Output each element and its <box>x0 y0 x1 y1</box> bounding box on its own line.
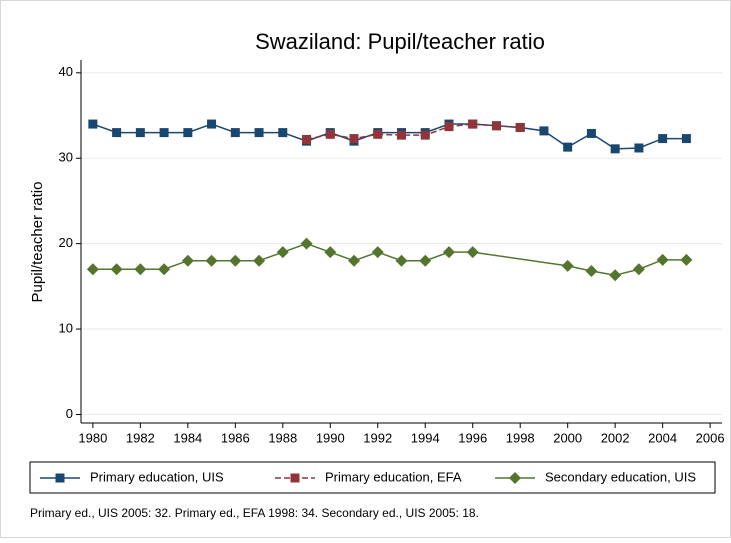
legend-marker <box>55 473 65 483</box>
chart-title: Swaziland: Pupil/teacher ratio <box>255 29 545 54</box>
marker <box>442 246 455 259</box>
y-tick-label: 40 <box>59 64 73 79</box>
marker <box>444 122 454 132</box>
marker <box>158 263 171 276</box>
marker <box>373 129 383 139</box>
legend-marker <box>509 472 521 484</box>
marker <box>230 128 240 138</box>
legend-label: Primary education, UIS <box>90 469 224 484</box>
x-tick-label: 1982 <box>126 430 155 445</box>
x-tick-label: 1998 <box>506 430 535 445</box>
marker <box>253 254 266 267</box>
marker <box>159 128 169 138</box>
marker <box>349 134 359 144</box>
marker <box>278 128 288 138</box>
marker <box>681 134 691 144</box>
marker <box>205 254 218 267</box>
x-tick-label: 2002 <box>601 430 630 445</box>
x-tick-label: 1994 <box>411 430 440 445</box>
marker <box>658 134 668 144</box>
x-tick-label: 2006 <box>696 430 725 445</box>
marker <box>110 263 123 276</box>
x-tick-label: 1980 <box>78 430 107 445</box>
marker <box>134 263 147 276</box>
marker <box>325 129 335 139</box>
x-tick-label: 2000 <box>553 430 582 445</box>
y-tick-label: 30 <box>59 150 73 165</box>
marker <box>609 269 622 282</box>
marker <box>632 263 645 276</box>
marker <box>491 121 501 131</box>
marker <box>135 128 145 138</box>
x-tick-label: 2004 <box>648 430 677 445</box>
note: Primary ed., UIS 2005: 32. Primary ed., … <box>30 506 479 520</box>
marker <box>348 254 361 267</box>
marker <box>397 130 406 140</box>
y-tick-label: 20 <box>59 235 73 250</box>
marker <box>207 119 217 129</box>
legend-marker <box>290 473 300 483</box>
marker <box>585 264 598 277</box>
marker <box>656 253 669 266</box>
marker <box>181 254 194 267</box>
y-axis-label: Pupil/teacher ratio <box>29 182 46 303</box>
marker <box>88 119 98 129</box>
x-tick-label: 1984 <box>173 430 202 445</box>
marker <box>302 134 312 144</box>
marker <box>563 142 573 152</box>
marker <box>183 128 193 138</box>
x-tick-label: 1988 <box>268 430 297 445</box>
marker <box>420 130 430 140</box>
x-tick-label: 1996 <box>458 430 487 445</box>
marker <box>610 144 620 154</box>
marker <box>586 128 596 138</box>
marker <box>561 259 574 272</box>
legend-label: Secondary education, UIS <box>545 469 696 484</box>
legend-label: Primary education, EFA <box>325 469 462 484</box>
marker <box>229 254 242 267</box>
marker <box>300 237 313 250</box>
marker <box>324 246 337 259</box>
y-tick-label: 0 <box>66 406 73 421</box>
marker <box>419 254 432 267</box>
marker <box>86 263 99 276</box>
x-tick-label: 1990 <box>316 430 345 445</box>
marker <box>254 128 264 138</box>
marker <box>539 126 549 136</box>
series-line <box>306 123 521 141</box>
marker <box>371 246 384 259</box>
x-tick-label: 1992 <box>363 430 392 445</box>
marker <box>112 128 122 138</box>
marker <box>276 246 289 259</box>
legend-box <box>29 461 716 494</box>
x-tick-label: 1986 <box>221 430 250 445</box>
y-tick-label: 10 <box>59 320 73 335</box>
marker <box>634 143 644 153</box>
marker <box>466 246 479 259</box>
marker <box>680 253 693 266</box>
marker <box>395 254 408 267</box>
marker <box>515 122 525 132</box>
marker <box>468 119 478 129</box>
